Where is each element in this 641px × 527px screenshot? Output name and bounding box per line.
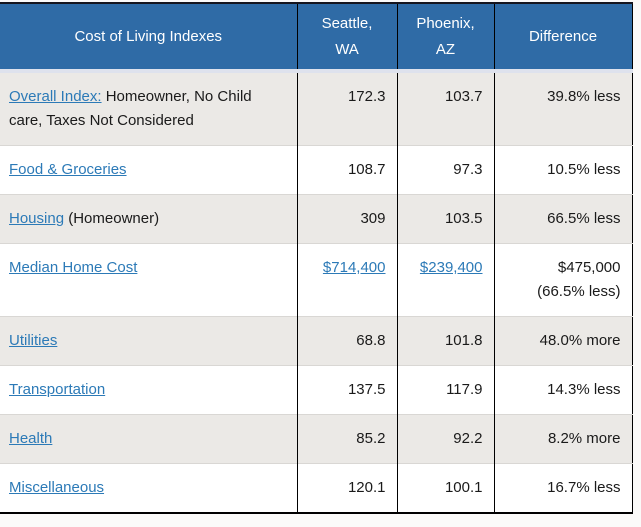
row-label-cell: Health [0, 414, 297, 464]
seattle-value-cell: 137.5 [296, 365, 397, 415]
table-row-health: Health 85.2 92.2 8.2% more [0, 414, 632, 464]
row-label-cell: Transportation [0, 365, 297, 415]
median-home-cost-link[interactable]: Median Home Cost [9, 259, 138, 276]
row-label-cell: Utilities [0, 316, 297, 366]
seattle-median-home-cost-link[interactable]: $714,400 [322, 259, 386, 276]
table-header: Cost of Living Indexes Seattle, WA Phoen… [0, 3, 632, 73]
phoenix-value-cell: 100.1 [396, 463, 494, 513]
phoenix-value-cell: 103.7 [396, 71, 494, 146]
row-label-cell: Overall Index: Homeowner, No Child care,… [0, 71, 297, 146]
row-label-cell: Housing (Homeowner) [0, 194, 297, 244]
difference-value-cell: 10.5% less [493, 145, 632, 195]
health-link[interactable]: Health [9, 430, 53, 447]
housing-link[interactable]: Housing [9, 210, 65, 227]
phoenix-value-cell: 92.2 [396, 414, 494, 464]
phoenix-value-cell: 101.8 [396, 316, 494, 366]
difference-value-cell: 39.8% less [493, 71, 632, 146]
utilities-link[interactable]: Utilities [9, 332, 58, 349]
header-category: Cost of Living Indexes [0, 3, 297, 73]
header-difference: Difference [493, 3, 632, 73]
difference-percent-text: (66.5% less) [537, 283, 621, 300]
difference-amount-text: $475,000 [557, 259, 621, 276]
row-label-cell: Food & Groceries [0, 145, 297, 195]
header-seattle: Seattle, WA [296, 3, 397, 73]
table-row-food-groceries: Food & Groceries 108.7 97.3 10.5% less [0, 145, 632, 195]
seattle-value-cell: 309 [296, 194, 397, 244]
row-label-cell: Median Home Cost [0, 243, 297, 317]
seattle-value-cell: $714,400 [296, 243, 397, 317]
difference-value-cell: 16.7% less [493, 463, 632, 513]
difference-value-cell: 8.2% more [493, 414, 632, 464]
food-groceries-link[interactable]: Food & Groceries [9, 161, 127, 178]
seattle-value-cell: 85.2 [296, 414, 397, 464]
phoenix-value-cell: 97.3 [396, 145, 494, 195]
phoenix-median-home-cost-link[interactable]: $239,400 [419, 259, 483, 276]
seattle-value-cell: 172.3 [296, 71, 397, 146]
seattle-value-cell: 68.8 [296, 316, 397, 366]
difference-value-cell: 48.0% more [493, 316, 632, 366]
transportation-link[interactable]: Transportation [9, 381, 106, 398]
phoenix-value-cell: 103.5 [396, 194, 494, 244]
table-row-miscellaneous: Miscellaneous 120.1 100.1 16.7% less [0, 463, 632, 513]
row-label-cell: Miscellaneous [0, 463, 297, 513]
table-row-overall-index: Overall Index: Homeowner, No Child care,… [0, 71, 632, 146]
row-label-text: (Homeowner) [64, 210, 160, 227]
table-row-utilities: Utilities 68.8 101.8 48.0% more [0, 316, 632, 366]
overall-index-link[interactable]: Overall Index: [9, 88, 102, 105]
miscellaneous-link[interactable]: Miscellaneous [9, 479, 105, 496]
difference-value-cell: $475,000 (66.5% less) [493, 243, 632, 317]
row-label-text: Homeowner, No Child care, Taxes Not Cons… [9, 88, 252, 129]
header-phoenix: Phoenix, AZ [396, 3, 494, 73]
table-row-housing: Housing (Homeowner) 309 103.5 66.5% less [0, 194, 632, 244]
phoenix-value-cell: $239,400 [396, 243, 494, 317]
phoenix-value-cell: 117.9 [396, 365, 494, 415]
cost-of-living-table: Cost of Living Indexes Seattle, WA Phoen… [0, 2, 633, 514]
table-row-median-home-cost: Median Home Cost $714,400 $239,400 $475,… [0, 243, 632, 317]
header-row: Cost of Living Indexes Seattle, WA Phoen… [0, 3, 632, 73]
table-row-transportation: Transportation 137.5 117.9 14.3% less [0, 365, 632, 415]
seattle-value-cell: 120.1 [296, 463, 397, 513]
difference-value-cell: 14.3% less [493, 365, 632, 415]
seattle-value-cell: 108.7 [296, 145, 397, 195]
difference-value-cell: 66.5% less [493, 194, 632, 244]
